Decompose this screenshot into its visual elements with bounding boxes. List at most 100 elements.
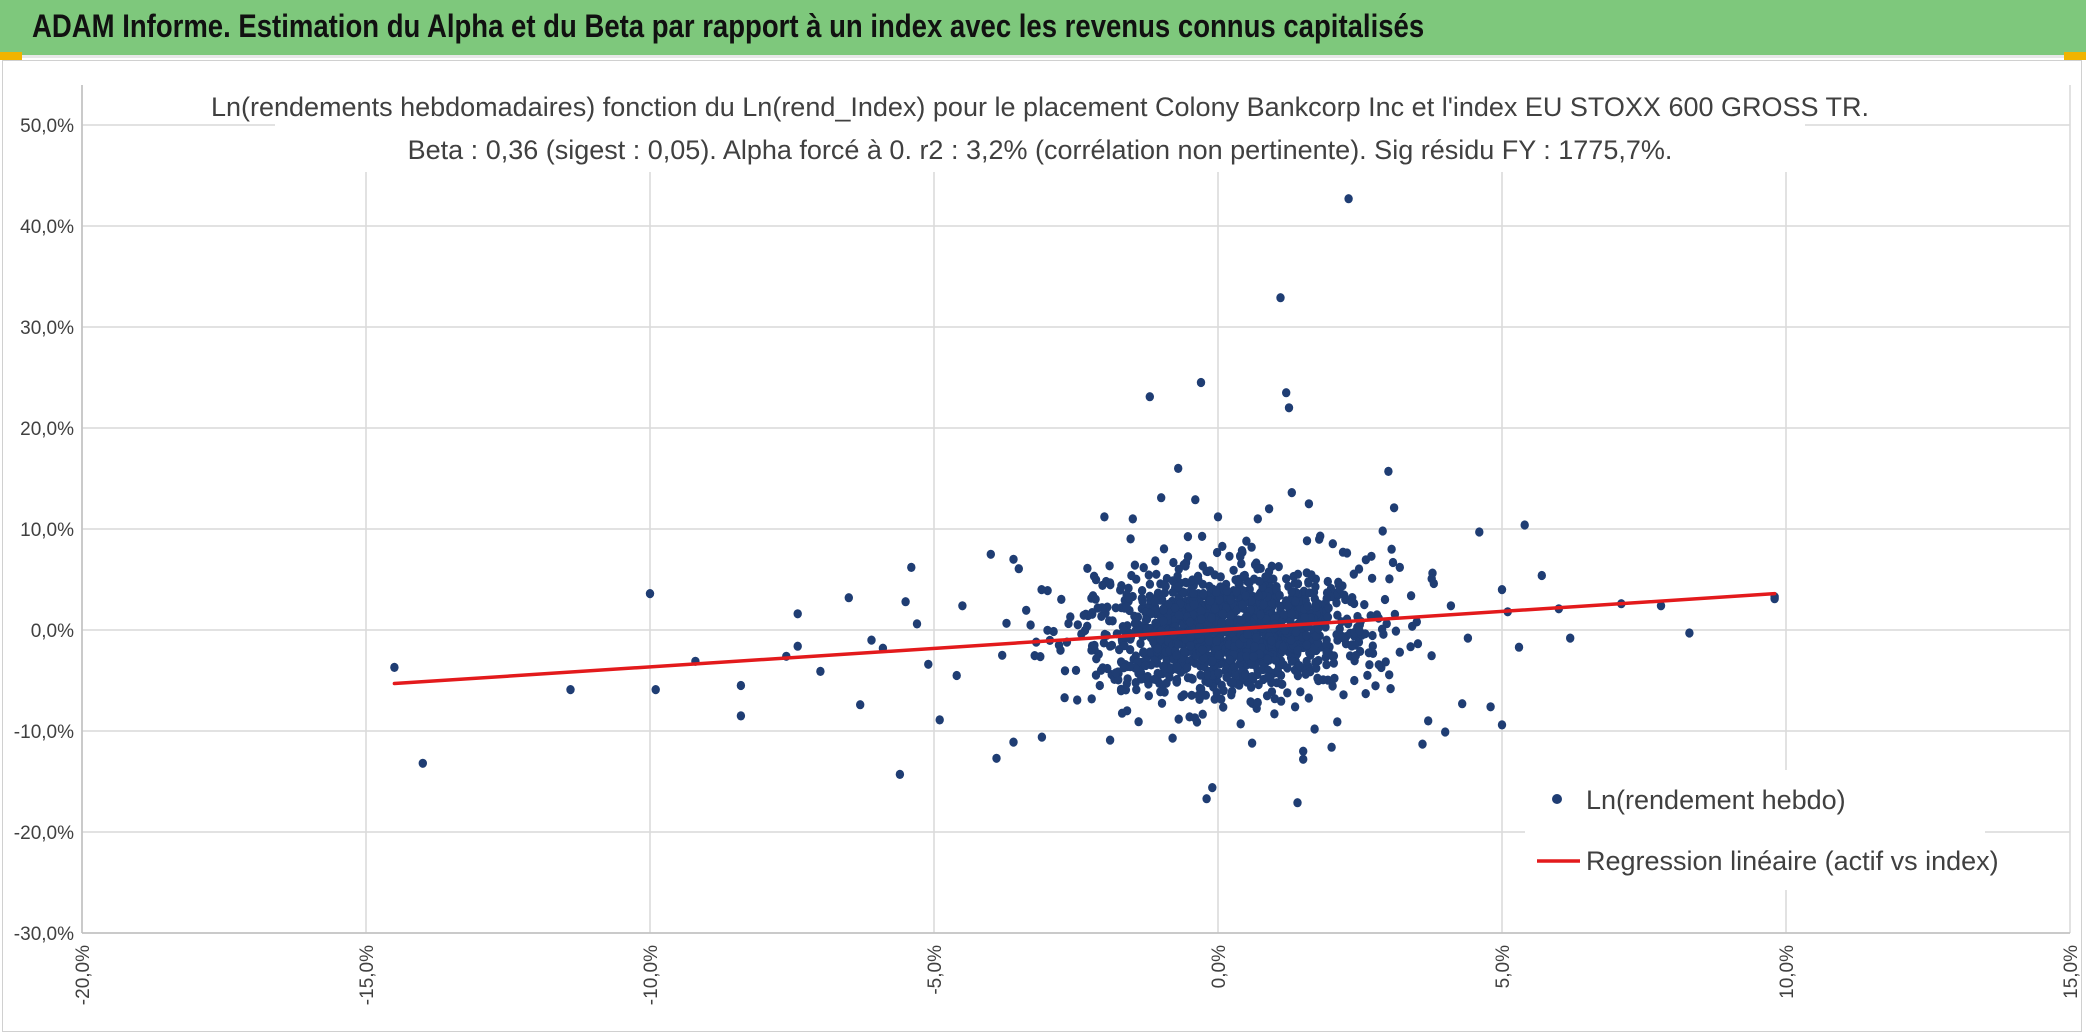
scatter-point <box>1218 541 1227 552</box>
scatter-point <box>1168 733 1177 743</box>
scatter-point <box>907 562 916 573</box>
scatter-point <box>1214 650 1223 660</box>
scatter-point <box>1351 651 1361 661</box>
scatter-point <box>1077 629 1086 639</box>
scatter-point <box>1098 580 1107 591</box>
scatter-point <box>1377 624 1387 634</box>
scatter-point <box>1406 591 1416 601</box>
scatter-point <box>1293 579 1303 589</box>
scatter-point <box>1353 611 1362 622</box>
scatter-point <box>1159 544 1169 554</box>
scatter-point <box>1251 633 1261 643</box>
scatter-point <box>1146 647 1156 657</box>
scatter-point <box>1239 571 1248 581</box>
scatter-point <box>1159 661 1168 671</box>
scatter-point <box>1159 605 1168 615</box>
scatter-point <box>1301 669 1310 679</box>
scatter-point <box>1395 562 1405 573</box>
scatter-point <box>1120 641 1129 651</box>
scatter-point <box>1134 626 1143 636</box>
scatter-point <box>1206 596 1215 606</box>
scatter-point <box>1141 660 1151 671</box>
scatter-point <box>1299 754 1308 764</box>
scatter-point <box>935 715 944 725</box>
scatter-point <box>1139 563 1148 573</box>
scatter-point <box>1208 656 1217 666</box>
scatter-point <box>1287 656 1297 666</box>
scatter-point <box>1222 672 1231 683</box>
scatter-point <box>1236 719 1245 729</box>
scatter-point <box>1263 665 1273 675</box>
scatter-point <box>1427 574 1436 584</box>
scatter-point <box>1150 674 1159 684</box>
scatter-point <box>1198 645 1207 655</box>
scatter-point <box>1037 585 1046 595</box>
axes: -30,0%-20,0%-10,0%0,0%10,0%20,0%30,0%40,… <box>14 85 2082 1005</box>
scatter-point <box>1091 594 1100 604</box>
scatter-point <box>1083 563 1092 574</box>
scatter-point <box>390 662 399 673</box>
scatter-point <box>1514 642 1524 652</box>
scatter-point <box>1229 565 1238 575</box>
scatter-point <box>1196 670 1205 680</box>
scatter-point <box>1189 588 1198 598</box>
scatter-point <box>1685 628 1694 638</box>
scatter-point <box>992 753 1001 763</box>
scatter-point <box>1241 670 1250 680</box>
scatter-point <box>1207 613 1216 623</box>
scatter-point <box>1283 663 1292 673</box>
scatter-point <box>1253 697 1262 708</box>
scatter-point <box>1366 611 1375 621</box>
scatter-point <box>1327 742 1336 752</box>
scatter-point <box>1278 679 1287 689</box>
scatter-point <box>1125 661 1135 671</box>
scatter-point <box>1323 576 1333 587</box>
scatter-point <box>1293 645 1303 655</box>
scatter-point <box>1311 631 1321 641</box>
scatter-point <box>1030 651 1039 661</box>
y-tick-label: 40,0% <box>20 217 74 238</box>
scatter-point <box>1364 648 1374 658</box>
scatter-point <box>1173 582 1183 592</box>
scatter-point <box>1100 512 1109 522</box>
scatter-point <box>1303 601 1313 611</box>
scatter-point <box>1263 672 1272 683</box>
scatter-point <box>1105 735 1115 745</box>
legend-background <box>1525 770 1985 890</box>
scatter-point <box>736 711 746 721</box>
scatter-point <box>1132 685 1141 695</box>
scatter-point <box>1367 573 1377 583</box>
scatter-point <box>1212 587 1221 597</box>
scatter-point <box>1095 680 1105 691</box>
scatter-point <box>895 769 905 780</box>
scatter-point <box>986 549 995 559</box>
scatter-points <box>390 194 1779 808</box>
scatter-point <box>566 685 575 695</box>
scatter-point <box>1174 564 1184 574</box>
scatter-point <box>1237 559 1246 569</box>
scatter-point <box>1124 593 1134 603</box>
scatter-point <box>1307 570 1316 580</box>
scatter-point <box>1339 633 1348 643</box>
scatter-point <box>1128 514 1138 524</box>
x-tick-label: 0,0% <box>1209 945 1230 988</box>
scatter-point <box>1116 686 1126 696</box>
scatter-point <box>1279 642 1288 652</box>
scatter-point <box>1152 569 1161 579</box>
scatter-point <box>1138 596 1147 606</box>
scatter-point <box>1043 625 1052 635</box>
scatter-point <box>1172 662 1182 672</box>
scatter-point <box>1321 640 1331 650</box>
scatter-point <box>1237 615 1246 625</box>
scatter-point <box>793 609 802 619</box>
scatter-point <box>1183 532 1193 542</box>
scatter-point <box>1282 388 1291 398</box>
scatter-point <box>1014 564 1023 574</box>
scatter-point <box>1270 709 1279 719</box>
chart-frame <box>2 60 2082 1032</box>
scatter-point <box>1157 698 1167 708</box>
scatter-point <box>1348 593 1357 603</box>
scatter-point <box>1182 663 1192 673</box>
scatter-point <box>1283 601 1293 611</box>
